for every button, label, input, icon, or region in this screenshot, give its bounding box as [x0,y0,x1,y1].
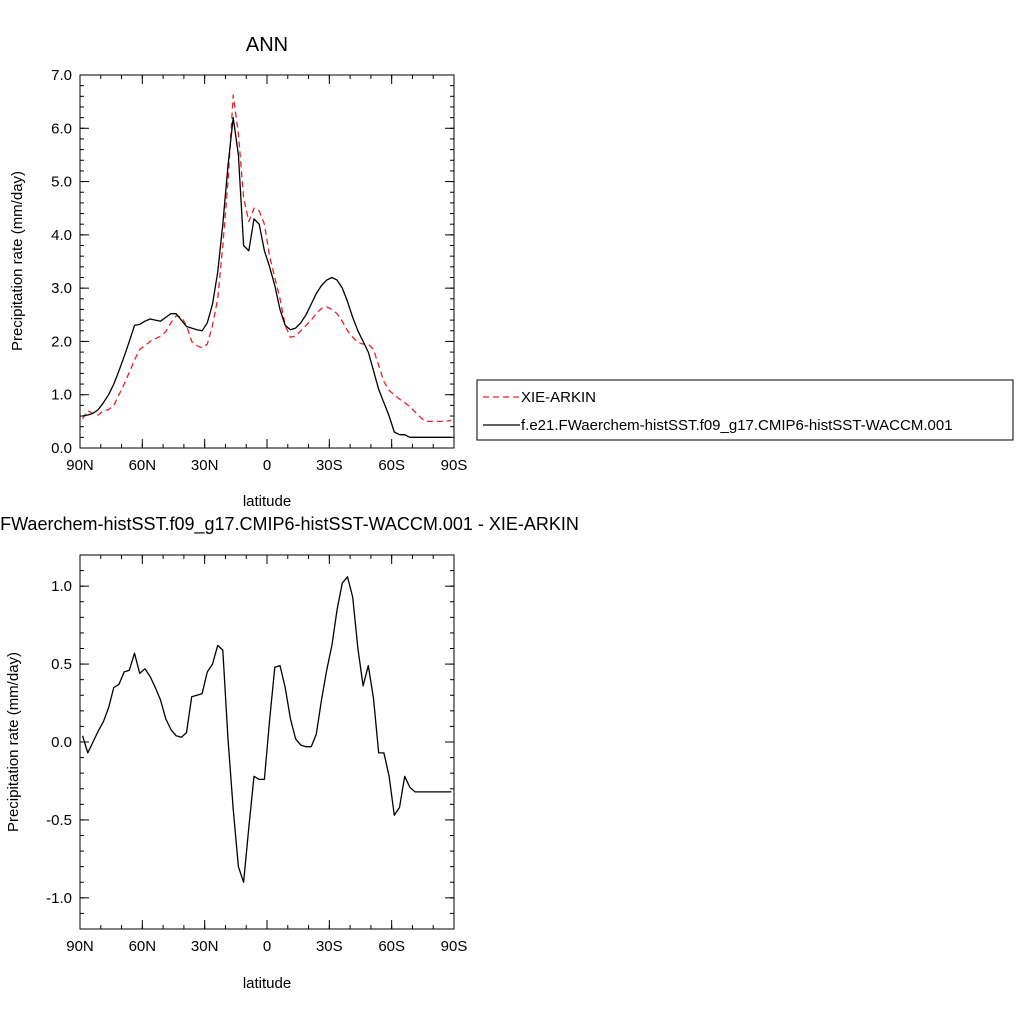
top-x-tick-label: 90N [66,457,94,474]
legend: XIE-ARKIN f.e21.FWaerchem-histSST.f09_g1… [476,379,1014,441]
top-x-tick-label: 0 [263,457,271,474]
top-series-group [82,94,452,438]
bottom-y-axis-label: Precipitation rate (mm/day) [5,652,22,832]
bottom-chart-title: f.e21.FWaerchem-histSST.f09_g17.CMIP6-hi… [0,514,579,535]
legend-box [476,379,1014,441]
bottom-y-tick-label: -1.0 [46,890,72,907]
top-y-axis-label: Precipitation rate (mm/day) [9,171,26,351]
legend-label-model: f.e21.FWaerchem-histSST.f09_g17.CMIP6-hi… [521,417,953,434]
top-y-tick-label: 6.0 [51,120,72,137]
top-x-tick-label: 60N [129,457,157,474]
bottom-series-line-difference [81,576,452,883]
top-y-tick-label: 2.0 [51,333,72,350]
top-y-tick-label: 5.0 [51,174,72,191]
legend-label-xie-arkin: XIE-ARKIN [521,389,596,406]
top-x-tick-label: 90S [441,457,468,474]
bottom-series-group [81,576,452,883]
top-plot-frame [79,74,455,449]
top-y-tick-label: 0.0 [51,440,72,457]
top-x-tick-label: 60S [378,457,405,474]
bottom-x-tick-label: 30N [191,938,219,955]
bottom-x-tick-label: 0 [263,938,271,955]
top-y-tick-label: 4.0 [51,227,72,244]
top-y-tick-label: 1.0 [51,387,72,404]
bottom-x-tick-label: 90S [441,938,468,955]
top-x-axis-label: latitude [243,493,291,510]
bottom-axes: 90N 60N 30N 0 30S 60S 90S -1.0 -0.5 0.0 0.5 1.0 [46,554,468,955]
top-x-tick-label: 30N [191,457,219,474]
top-chart-title: ANN [246,34,288,56]
bottom-x-axis-label: latitude [243,975,291,992]
bottom-x-tick-label: 90N [66,938,94,955]
top-y-tick-label: 3.0 [51,280,72,297]
bottom-x-tick-label: 60S [378,938,405,955]
bottom-y-tick-label: -0.5 [46,812,72,829]
top-x-tick-label: 30S [316,457,343,474]
top-chart: ANN 90N 60N 30N 0 30S 60S 90S 0.0 1.0 2.0 3.0 4.0 5.… [9,34,467,510]
top-series-line-model [82,116,452,438]
bottom-x-tick-label: 30S [316,938,343,955]
bottom-y-tick-label: 1.0 [51,578,72,595]
top-axes: 90N 60N 30N 0 30S 60S 90S 0.0 1.0 2.0 3.0 4.0 5.0 6.0… [51,67,467,474]
bottom-chart: f.e21.FWaerchem-histSST.f09_g17.CMIP6-hi… [0,514,579,992]
bottom-y-tick-label: 0.0 [51,734,72,751]
top-series-line-xie-arkin [82,94,452,423]
bottom-y-tick-label: 0.5 [51,656,72,673]
bottom-x-tick-label: 60N [129,938,157,955]
top-y-tick-label: 7.0 [51,67,72,84]
bottom-plot-frame [79,554,455,930]
